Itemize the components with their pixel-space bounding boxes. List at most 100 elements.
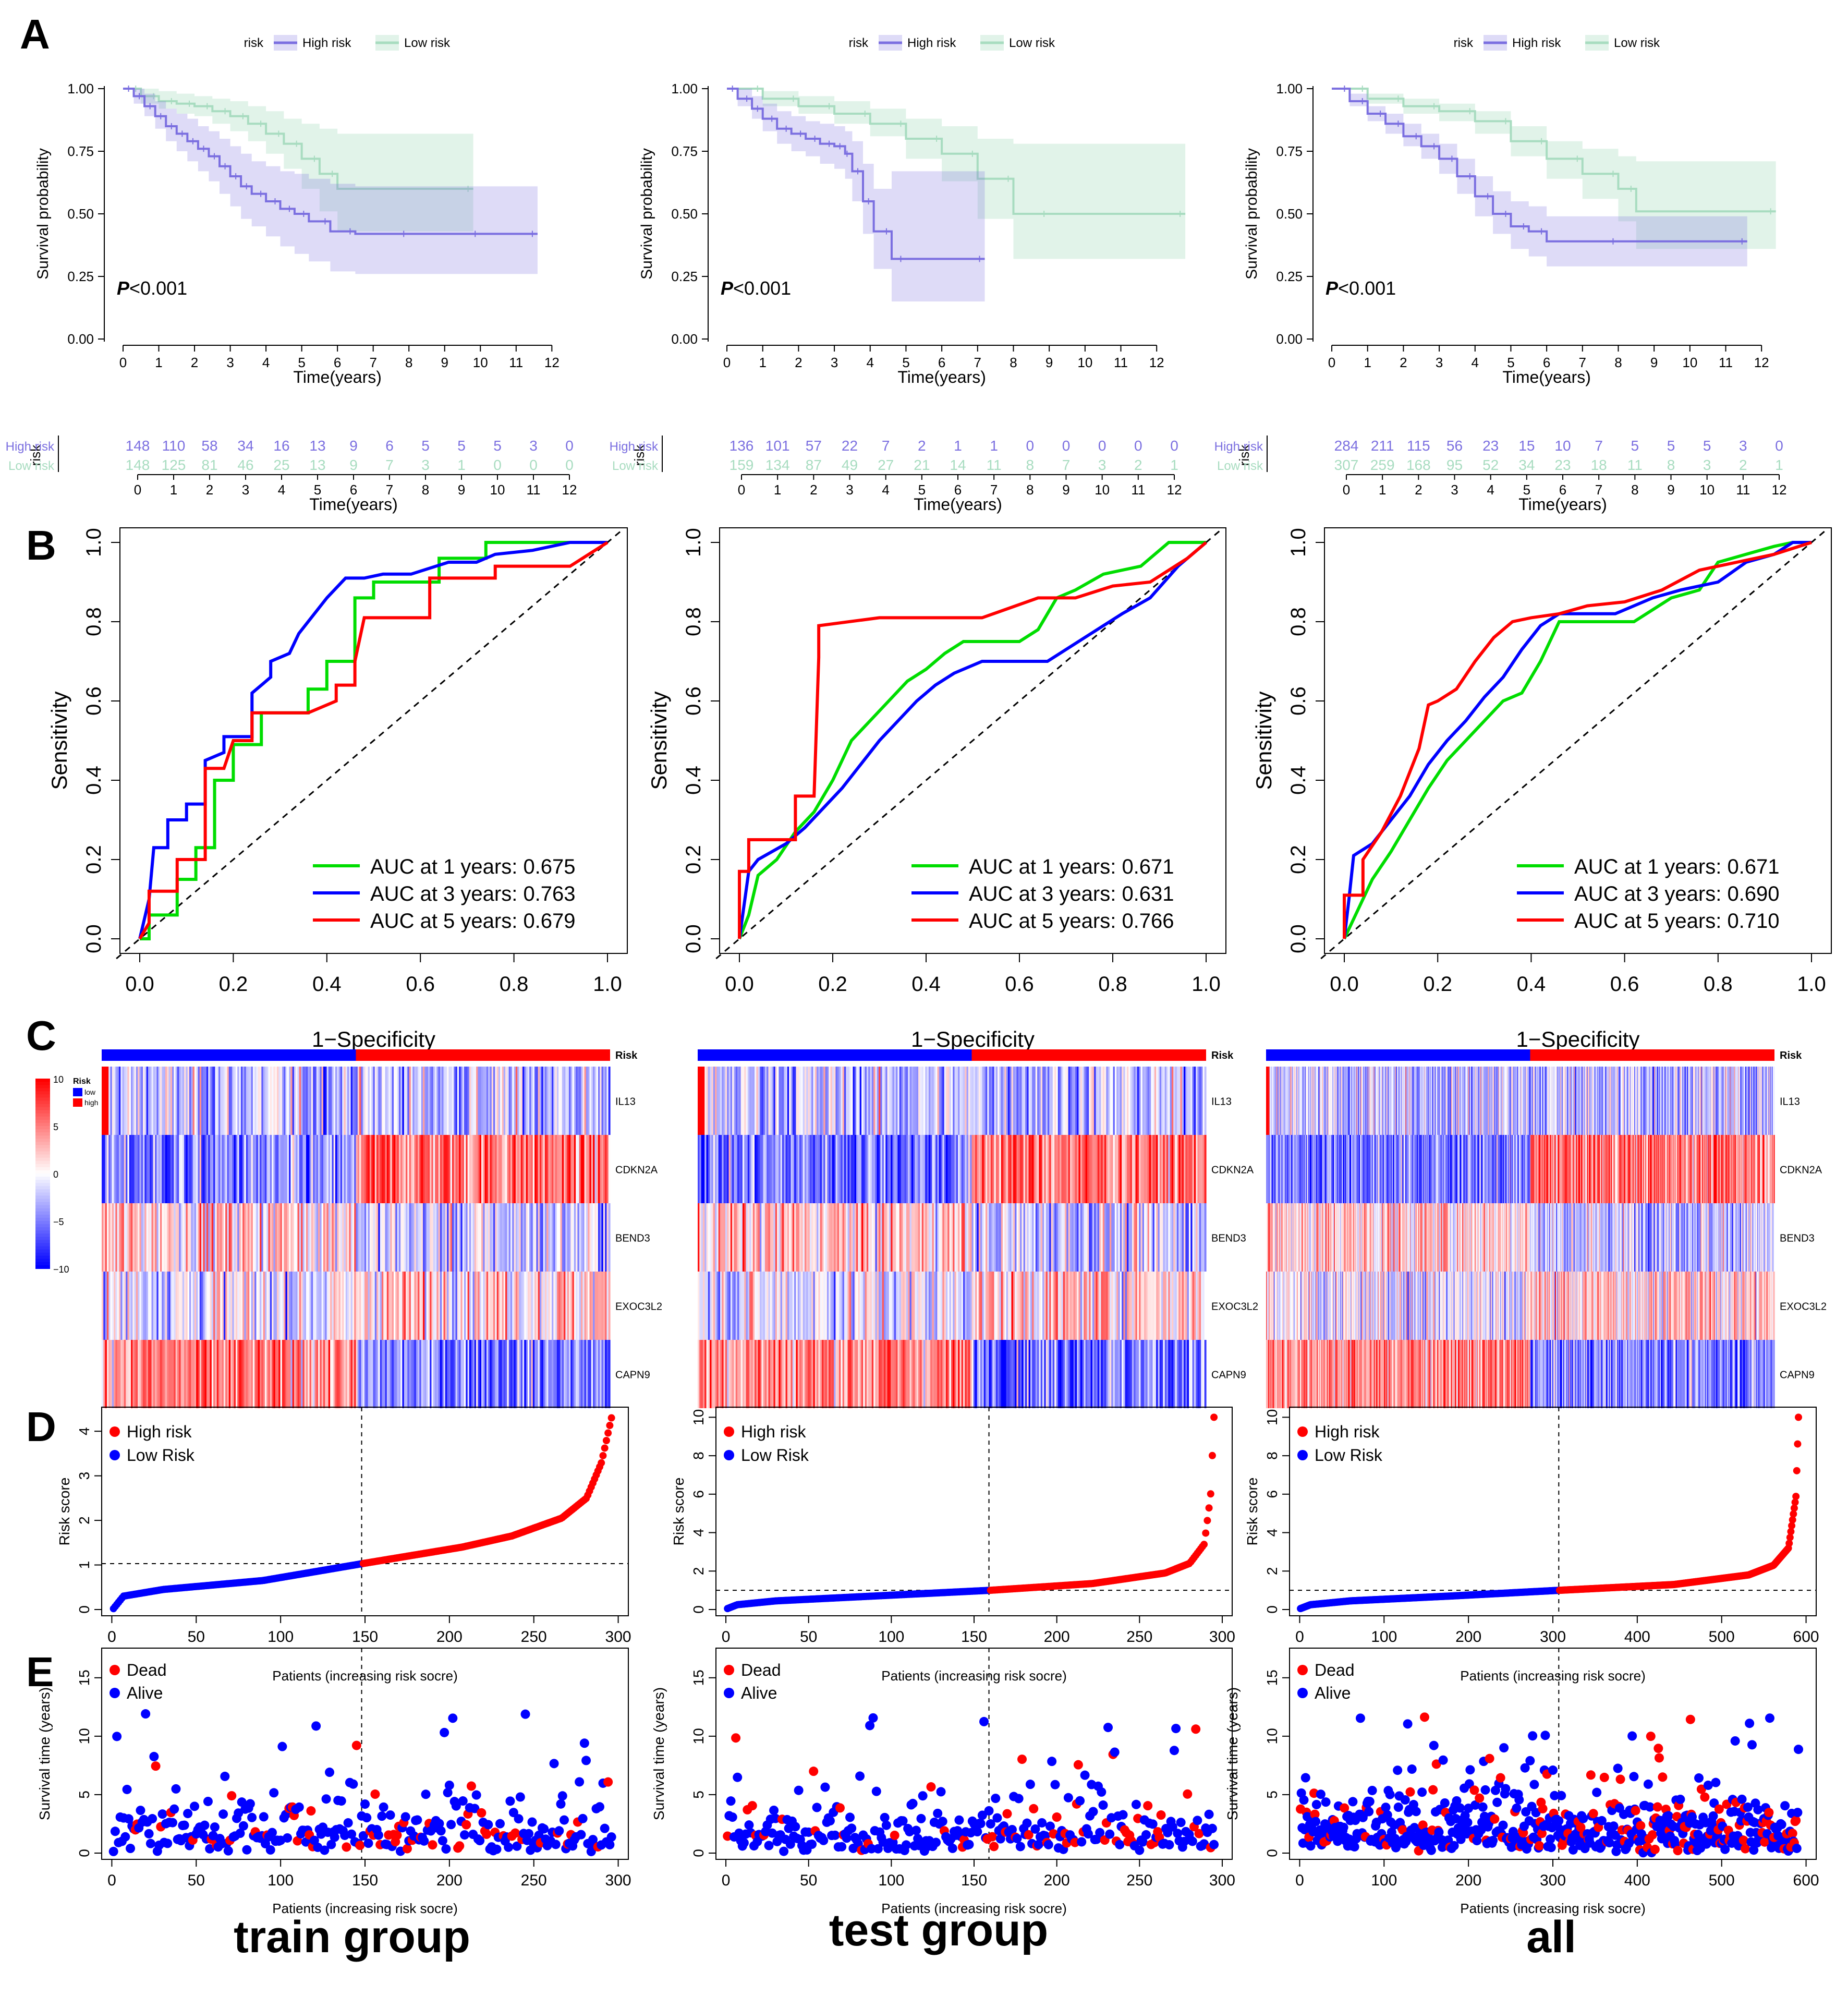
heatmap-cell [1344, 1135, 1346, 1203]
heatmap-cell [1334, 1067, 1336, 1135]
heatmap-cell [1592, 1067, 1594, 1135]
heatmap-cell [749, 1067, 752, 1135]
heatmap-cell [1482, 1135, 1484, 1203]
heatmap-cell [134, 1135, 137, 1203]
heatmap-cell [734, 1067, 736, 1135]
heatmap-cell [1385, 1135, 1387, 1203]
heatmap-cell [889, 1272, 891, 1340]
heatmap-cell [966, 1203, 969, 1272]
heatmap-cell [785, 1067, 788, 1135]
heatmap-cell [1711, 1067, 1713, 1135]
colorbar-cell [35, 1164, 50, 1168]
risk-table-high-value: 0 [1026, 438, 1035, 454]
heatmap-cell [106, 1340, 109, 1408]
colorbar-cell [35, 1160, 50, 1165]
heatmap-cell [546, 1067, 549, 1135]
heatmap-cell [1477, 1135, 1479, 1203]
km-legend-title: risk [849, 36, 869, 50]
heatmap-cell [1007, 1135, 1010, 1203]
heatmap-cell [1118, 1203, 1121, 1272]
heatmap-cell [311, 1272, 313, 1340]
heatmap-cell [589, 1340, 592, 1408]
heatmap-cell [1645, 1067, 1647, 1135]
heatmap-cell [1760, 1067, 1762, 1135]
heatmap-cell [911, 1203, 914, 1272]
heatmap-cell [891, 1272, 893, 1340]
risk-table-high-value: 1 [990, 438, 998, 454]
heatmap-cell [323, 1067, 325, 1135]
heatmap-cell [1663, 1135, 1665, 1203]
heatmap-cell [426, 1272, 429, 1340]
heatmap-cell [502, 1067, 504, 1135]
heatmap-cell [1723, 1135, 1724, 1203]
heatmap-cell [1069, 1203, 1072, 1272]
heatmap-cell [868, 1067, 871, 1135]
heatmap-cell [1380, 1135, 1382, 1203]
heatmap-cell [887, 1272, 890, 1340]
roc-x-tick-label: 0.4 [1517, 973, 1546, 996]
heatmap-cell [534, 1135, 537, 1203]
heatmap-cell [1525, 1135, 1526, 1203]
heatmap-cell [1711, 1135, 1713, 1203]
heatmap-cell [244, 1340, 247, 1408]
heatmap-cell [1057, 1272, 1060, 1340]
heatmap-cell [1182, 1135, 1184, 1203]
heatmap-cell [817, 1203, 819, 1272]
heatmap-cell [1280, 1135, 1281, 1203]
heatmap-cell [942, 1340, 945, 1408]
heatmap-cell [410, 1340, 413, 1408]
heatmap-cell [436, 1203, 439, 1272]
heatmap-cell [1366, 1135, 1367, 1203]
heatmap-cell [814, 1203, 817, 1272]
heatmap-cell [1551, 1067, 1552, 1135]
heatmap-cell [1367, 1067, 1369, 1135]
heatmap-cell [1499, 1135, 1501, 1203]
heatmap-cell [1310, 1203, 1311, 1272]
heatmap-cell [311, 1203, 313, 1272]
heatmap-cell [560, 1340, 563, 1408]
heatmap-cell [875, 1067, 878, 1135]
roc-x-tick-label: 0.2 [1423, 973, 1452, 996]
heatmap-cell [1725, 1135, 1727, 1203]
heatmap-cell [1075, 1067, 1077, 1135]
heatmap-cell [829, 1340, 831, 1408]
heatmap-cell [1361, 1203, 1363, 1272]
heatmap-cell [1412, 1203, 1414, 1272]
heatmap-cell [1199, 1272, 1201, 1340]
heatmap-cell [318, 1135, 320, 1203]
heatmap-cell [1101, 1272, 1103, 1340]
heatmap-cell [1151, 1067, 1153, 1135]
heatmap-cell [1621, 1135, 1623, 1203]
heatmap-cell [732, 1272, 735, 1340]
heatmap-cell [258, 1135, 260, 1203]
heatmap-cell [174, 1203, 176, 1272]
heatmap-cell [333, 1203, 336, 1272]
risk-table-x-tick-label: 3 [242, 482, 249, 498]
heatmap-cell [1771, 1135, 1772, 1203]
heatmap-cell [1288, 1135, 1290, 1203]
heatmap-cell [1161, 1203, 1163, 1272]
heatmap-cell [156, 1272, 159, 1340]
heatmap-cell [1624, 1135, 1625, 1203]
heatmap-cell [806, 1067, 809, 1135]
heatmap-cell [1049, 1272, 1052, 1340]
heatmap-cell [959, 1135, 962, 1203]
heatmap-cell [1569, 1067, 1570, 1135]
heatmap-cell [1611, 1135, 1612, 1203]
heatmap-cell [435, 1203, 437, 1272]
heatmap-cell [1563, 1067, 1565, 1135]
heatmap-cell [1010, 1067, 1012, 1135]
heatmap-cell [1370, 1067, 1371, 1135]
heatmap-cell [758, 1272, 760, 1340]
heatmap-cell [1087, 1340, 1089, 1408]
heatmap-cell [1182, 1340, 1184, 1408]
heatmap-cell [1493, 1067, 1494, 1135]
risk-legend-low-swatch [73, 1088, 82, 1096]
heatmap-cell [114, 1340, 116, 1408]
heatmap-cell [232, 1067, 235, 1135]
heatmap-cell [210, 1340, 212, 1408]
heatmap-cell [1607, 1067, 1609, 1135]
heatmap-cell [1502, 1135, 1503, 1203]
heatmap-cell [1754, 1135, 1755, 1203]
heatmap-cell [1192, 1340, 1195, 1408]
